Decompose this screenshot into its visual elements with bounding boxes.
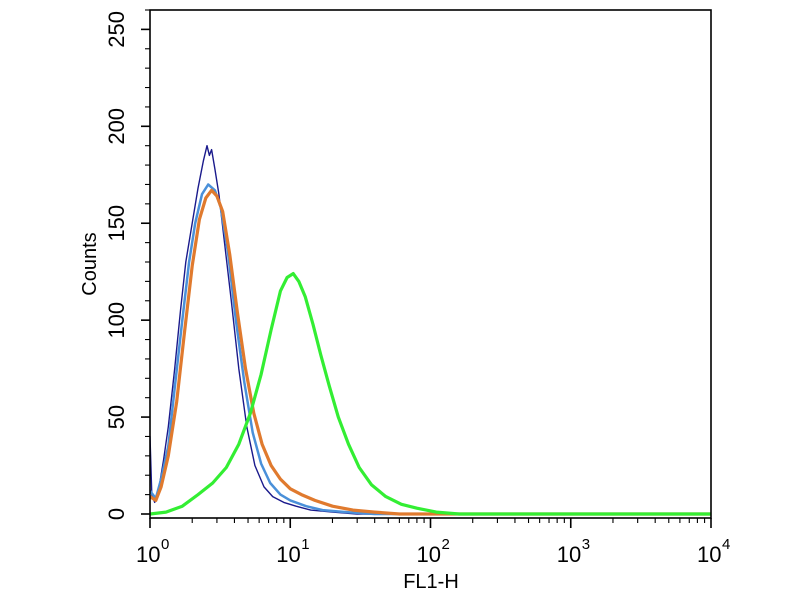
x-tick-label-exponent: 4	[722, 536, 730, 553]
x-tick-label-base: 10	[557, 542, 581, 567]
series-line-2	[150, 183, 711, 516]
x-tick-label-exponent: 2	[442, 536, 450, 553]
x-axis-title: FL1-H	[403, 571, 459, 593]
x-tick-label-exponent: 0	[161, 536, 169, 553]
x-tick-label-exponent: 1	[301, 536, 309, 553]
x-tick-label-base: 10	[276, 542, 300, 567]
series-line-1	[150, 144, 711, 515]
x-tick-label-base: 10	[417, 542, 441, 567]
x-tick-label-base: 10	[136, 542, 160, 567]
y-tick-label: 50	[104, 405, 129, 429]
y-axis-title: Counts	[79, 232, 101, 295]
y-tick-label: 150	[104, 205, 129, 242]
series-line-4	[150, 272, 711, 516]
x-tick-label-exponent: 3	[582, 536, 590, 553]
y-tick-label: 100	[104, 302, 129, 339]
x-tick-label-base: 10	[697, 542, 721, 567]
plot-area-frame	[149, 9, 712, 519]
y-tick-label: 250	[104, 11, 129, 48]
y-tick-label: 0	[104, 508, 129, 520]
series-line-3	[150, 188, 711, 516]
y-tick-label: 200	[104, 108, 129, 145]
series-layer	[150, 144, 711, 516]
